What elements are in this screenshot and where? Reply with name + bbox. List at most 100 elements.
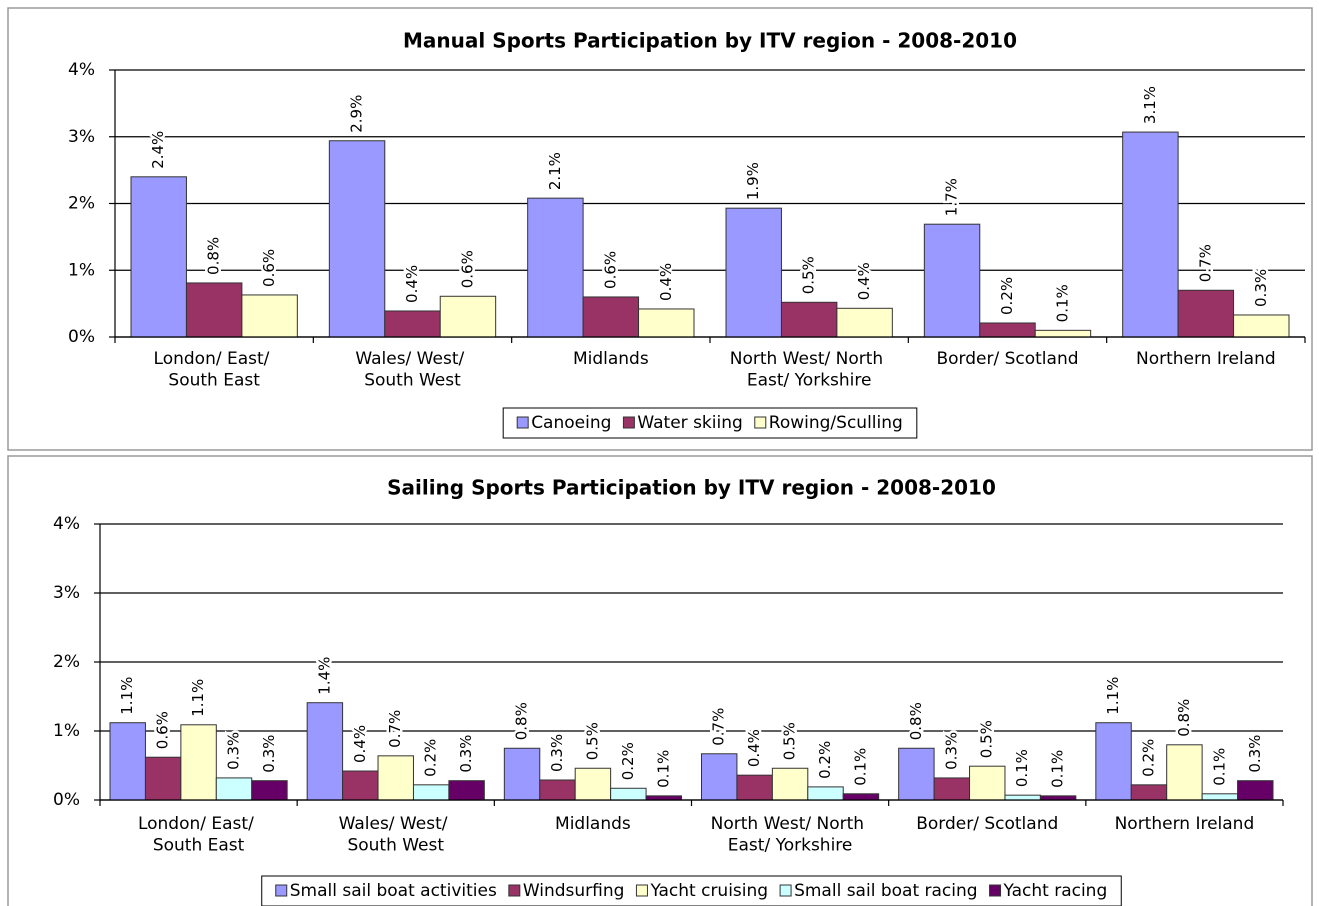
data-label: 1.9%: [744, 162, 762, 200]
bar: [412, 784, 450, 801]
data-label: 0.1%: [851, 748, 869, 786]
bar: [574, 767, 612, 801]
legend-swatch: [508, 884, 521, 897]
data-label: 0.5%: [978, 720, 996, 758]
bar: [969, 765, 1006, 801]
data-label: 0.4%: [855, 262, 873, 300]
bar: [328, 140, 386, 338]
data-label: 0.8%: [907, 702, 925, 740]
x-tick-label: Border/ Scotland: [916, 814, 1058, 834]
bar: [1130, 784, 1168, 801]
legend-label: Windsurfing: [523, 881, 625, 901]
data-label: 0.4%: [745, 729, 763, 767]
legend-swatch: [275, 884, 288, 897]
data-label: 0.8%: [1175, 699, 1193, 737]
data-label: 2.9%: [348, 95, 366, 133]
data-label: 0.4%: [351, 725, 369, 763]
data-label: 0.7%: [1196, 244, 1214, 282]
bar: [701, 753, 738, 801]
data-label: 0.2%: [816, 741, 834, 779]
data-label: 0.3%: [260, 735, 278, 773]
y-tick-label: 4%: [53, 514, 80, 534]
bar: [185, 282, 243, 338]
data-label: 0.2%: [422, 739, 440, 777]
bar: [1039, 795, 1077, 801]
bar: [1122, 131, 1179, 338]
data-label: 0.3%: [548, 734, 566, 772]
data-label: 0.6%: [154, 711, 172, 749]
chart-frame: [7, 455, 1313, 906]
legend: Small sail boat activities Windsurfing Yac…: [275, 881, 1107, 901]
data-label: 0.1%: [1210, 748, 1228, 786]
data-label: 1.4%: [315, 657, 333, 695]
bar: [771, 767, 809, 801]
y-tick-label: 1%: [68, 260, 95, 280]
data-label: 0.3%: [942, 732, 960, 770]
bar: [1095, 722, 1132, 801]
data-label: 2.1%: [546, 152, 564, 190]
x-tick-label: London/ East/ South East: [154, 349, 275, 390]
bar: [842, 793, 880, 801]
data-label: 1.1%: [189, 679, 207, 717]
data-label: 0.3%: [225, 732, 243, 770]
data-label: 0.2%: [998, 277, 1016, 315]
legend-box: [261, 875, 1122, 906]
y-tick-label: 0%: [68, 327, 95, 347]
y-tick-label: 3%: [53, 583, 80, 603]
data-label: 0.5%: [800, 256, 818, 294]
data-label: 0.2%: [619, 742, 637, 780]
legend-label: Yacht cruising: [649, 881, 768, 901]
bar: [1201, 793, 1239, 801]
bar: [109, 722, 146, 801]
bar: [241, 294, 298, 338]
data-label: 2.4%: [149, 131, 167, 169]
legend-swatch: [622, 416, 635, 429]
x-tick-label: Wales/ West/ South West: [339, 814, 453, 855]
bar: [1166, 744, 1203, 801]
data-label: 0.1%: [1013, 749, 1031, 787]
data-label: 0.6%: [260, 249, 278, 287]
data-label: 0.7%: [710, 708, 728, 746]
bar: [979, 322, 1036, 338]
data-label: 0.6%: [458, 250, 476, 288]
data-label: 0.8%: [513, 702, 531, 740]
bar: [306, 702, 344, 801]
data-label: 0.3%: [1252, 269, 1270, 307]
x-tick-label: Midlands: [555, 814, 631, 834]
x-tick-label: North West/ North East/ Yorkshire: [711, 814, 870, 855]
bar: [736, 774, 773, 801]
legend-label: Small sail boat racing: [794, 881, 977, 901]
data-label: 0.1%: [1053, 284, 1071, 322]
bar: [582, 296, 640, 338]
data-label: 0.5%: [583, 722, 601, 760]
bar: [898, 747, 935, 801]
bar: [384, 310, 441, 338]
legend-label: Canoeing: [531, 413, 611, 433]
bar: [1034, 329, 1092, 338]
y-tick-label: 2%: [53, 652, 80, 672]
legend-label: Water skiing: [637, 413, 742, 433]
bar: [807, 786, 844, 801]
bar: [342, 770, 379, 801]
y-tick-label: 3%: [68, 127, 95, 147]
chart-frame: [7, 7, 1313, 451]
x-tick-label: Midlands: [573, 349, 649, 369]
x-tick-label: Northern Ireland: [1136, 349, 1276, 369]
bar: [144, 756, 182, 801]
bar: [1004, 794, 1041, 801]
x-tick-label: North West/ North East/ Yorkshire: [730, 349, 889, 390]
data-label: 1.1%: [1104, 677, 1122, 715]
bar: [503, 747, 541, 801]
legend-swatch: [779, 884, 792, 897]
y-tick-label: 4%: [68, 60, 95, 80]
x-tick-label: London/ East/ South East: [138, 814, 259, 855]
bar: [377, 755, 414, 801]
legend-swatch: [635, 884, 648, 897]
legend-swatch: [516, 416, 529, 429]
bar: [725, 207, 782, 338]
data-label: 1.1%: [118, 677, 136, 715]
bar: [130, 176, 187, 338]
legend-label: Rowing/Sculling: [769, 413, 903, 433]
